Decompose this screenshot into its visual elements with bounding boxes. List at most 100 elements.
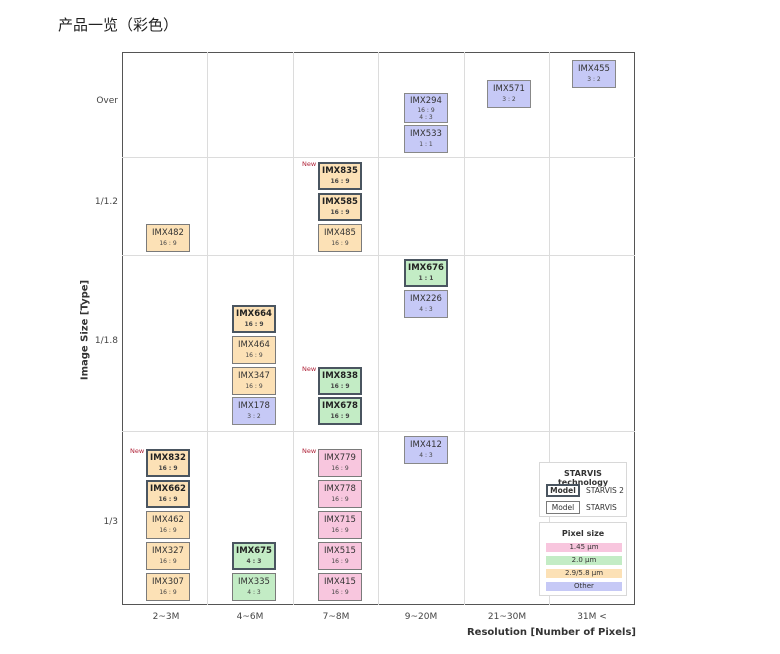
product-ratio: 16 : 9 [330, 412, 350, 420]
product-box: IMX335 4 : 3 [232, 573, 276, 601]
product-box: IMX664 16 : 9 [232, 305, 276, 333]
pixel-legend-title: Pixel size [561, 529, 605, 538]
product-name: IMX462 [152, 515, 184, 525]
pixel-swatch: 2.0 μm [546, 556, 622, 565]
product-box: IMX835 16 : 9 [318, 162, 362, 190]
product-ratio: 16 : 9 [245, 351, 263, 359]
pixel-swatch: 2.9/5.8 μm [546, 569, 622, 578]
product-box: IMX678 16 : 9 [318, 397, 362, 425]
product-box: IMX455 3 : 2 [572, 60, 616, 88]
product-name: IMX675 [236, 546, 272, 556]
grid-line [293, 52, 294, 605]
product-name: IMX778 [324, 484, 356, 494]
product-ratio: 1 : 1 [418, 274, 434, 282]
col-label: 2~3M [152, 612, 180, 622]
product-ratio: 3 : 2 [247, 412, 261, 420]
product-ratio: 16 : 9 [331, 239, 349, 247]
grid-line [207, 52, 208, 605]
starvis-legend-title: STARVIS technology [557, 469, 609, 487]
product-ratio: 16 : 9 [159, 557, 177, 565]
product-ratio: 16 : 9 [331, 495, 349, 503]
legend-starvis2-label: STARVIS 2 [586, 486, 624, 495]
product-name: IMX571 [493, 84, 525, 94]
product-box: IMX779 16 : 9 [318, 449, 362, 477]
product-name: IMX715 [324, 515, 356, 525]
product-box: IMX178 3 : 2 [232, 397, 276, 425]
product-box: IMX464 16 : 9 [232, 336, 276, 364]
product-name: IMX226 [410, 294, 442, 304]
product-box: IMX515 16 : 9 [318, 542, 362, 570]
product-box: IMX571 3 : 2 [487, 80, 531, 108]
product-box: IMX412 4 : 3 [404, 436, 448, 464]
product-ratio: 16 : 9 [330, 208, 350, 216]
y-axis-title: Image Size [Type] [79, 279, 91, 381]
product-name: IMX464 [238, 340, 270, 350]
new-tag: New [302, 160, 317, 168]
product-name: IMX327 [152, 546, 184, 556]
product-box: IMX327 16 : 9 [146, 542, 190, 570]
product-box: IMX482 16 : 9 [146, 224, 190, 252]
product-box: IMX662 16 : 9 [146, 480, 190, 508]
pixel-swatch: Other [546, 582, 622, 591]
starvis-legend: STARVIS technology Model STARVIS 2 Model… [539, 462, 627, 517]
col-label: 21~30M [487, 612, 527, 622]
product-name: IMX455 [578, 64, 610, 74]
product-ratio: 16 : 9 [331, 526, 349, 534]
product-ratio: 16 : 9 [159, 588, 177, 596]
product-name: IMX533 [410, 129, 442, 139]
row-label: 1/1.8 [94, 336, 118, 346]
row-label: Over [96, 96, 118, 106]
product-ratio: 4 : 3 [419, 113, 433, 121]
legend-starvis1-label: STARVIS [586, 503, 617, 512]
new-tag: New [130, 447, 145, 455]
product-name: IMX662 [150, 484, 186, 494]
product-name: IMX838 [322, 371, 358, 381]
product-name: IMX832 [150, 453, 186, 463]
product-ratio: 16 : 9 [159, 239, 177, 247]
product-box: IMX462 16 : 9 [146, 511, 190, 539]
col-label: 31M < [577, 612, 607, 622]
legend-starvis2-sample: Model [546, 484, 580, 497]
col-label: 7~8M [322, 612, 350, 622]
col-label: 4~6M [236, 612, 264, 622]
legend-starvis1-sample: Model [546, 501, 580, 514]
product-name: IMX664 [236, 309, 272, 319]
new-tag: New [302, 365, 317, 373]
product-name: IMX515 [324, 546, 356, 556]
product-ratio: 4 : 3 [247, 588, 261, 596]
product-box: IMX832 16 : 9 [146, 449, 190, 477]
product-ratio: 16 : 9 [331, 464, 349, 472]
product-ratio: 16 : 9 [245, 382, 263, 390]
product-ratio: 16 : 9 [330, 382, 350, 390]
new-tag: New [302, 447, 317, 455]
col-label: 9~20M [404, 612, 438, 622]
product-ratio: 16 : 9 [158, 464, 178, 472]
product-box: IMX226 4 : 3 [404, 290, 448, 318]
product-name: IMX294 [410, 96, 442, 106]
product-name: IMX585 [322, 197, 358, 207]
grid-line [378, 52, 379, 605]
product-name: IMX779 [324, 453, 356, 463]
grid-line [122, 255, 635, 256]
product-ratio: 1 : 1 [419, 140, 433, 148]
product-ratio: 16 : 9 [331, 557, 349, 565]
product-name: IMX676 [408, 263, 444, 273]
product-box: IMX675 4 : 3 [232, 542, 276, 570]
row-label: 1/1.2 [94, 197, 118, 207]
product-ratio: 4 : 3 [419, 451, 433, 459]
row-label: 1/3 [103, 517, 118, 527]
product-ratio: 16 : 9 [330, 177, 350, 185]
product-ratio: 16 : 9 [159, 526, 177, 534]
product-name: IMX412 [410, 440, 442, 450]
product-name: IMX678 [322, 401, 358, 411]
product-box: IMX715 16 : 9 [318, 511, 362, 539]
product-name: IMX482 [152, 228, 184, 238]
product-box: IMX585 16 : 9 [318, 193, 362, 221]
product-ratio: 16 : 9 [244, 320, 264, 328]
product-name: IMX335 [238, 577, 270, 587]
product-box: IMX533 1 : 1 [404, 125, 448, 153]
x-axis-title: Resolution [Number of Pixels] [466, 627, 636, 638]
product-box: IMX676 1 : 1 [404, 259, 448, 287]
product-name: IMX835 [322, 166, 358, 176]
